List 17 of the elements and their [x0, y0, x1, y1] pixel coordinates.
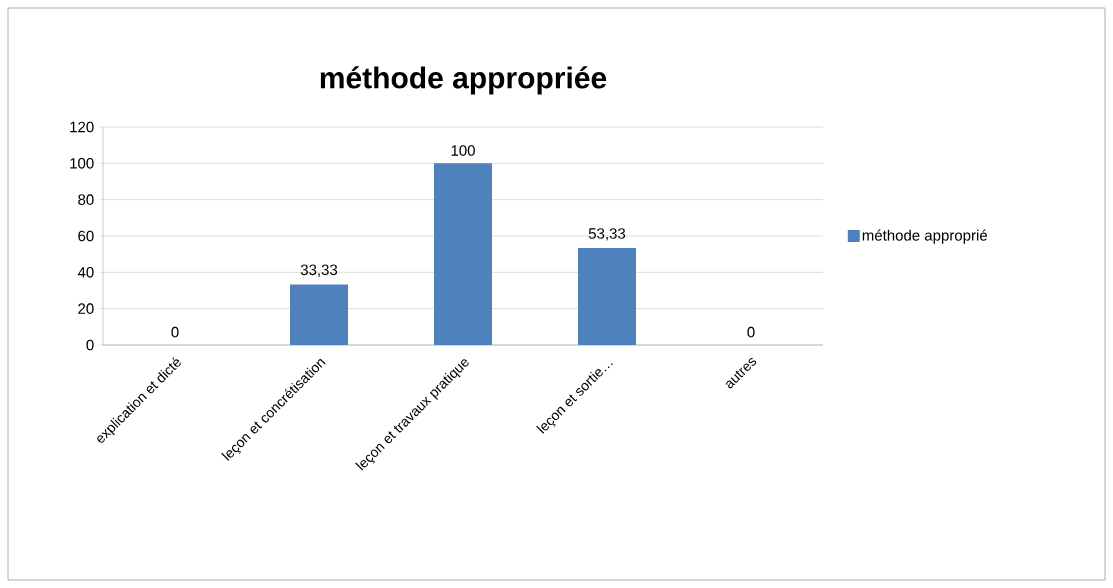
y-tick-label: 40: [77, 267, 94, 278]
data-label: 100: [451, 145, 475, 156]
legend-label: méthode approprié: [862, 229, 987, 244]
y-tick-label: 20: [78, 303, 94, 314]
y-tick-label: 120: [70, 121, 94, 133]
y-tick-label: 100: [70, 158, 94, 169]
y-tick-label: 60: [78, 230, 94, 242]
data-label: 33,33: [300, 264, 338, 277]
bar: [434, 163, 492, 345]
data-label: 0: [171, 326, 179, 338]
y-tick-label: 0: [86, 339, 94, 351]
data-label: 53,33: [588, 228, 626, 241]
bar: [578, 248, 636, 345]
y-tick-label: 80: [78, 194, 94, 205]
bar: [290, 284, 349, 345]
chart-title: méthode appropriée: [320, 66, 607, 95]
data-label: 0: [747, 326, 755, 338]
